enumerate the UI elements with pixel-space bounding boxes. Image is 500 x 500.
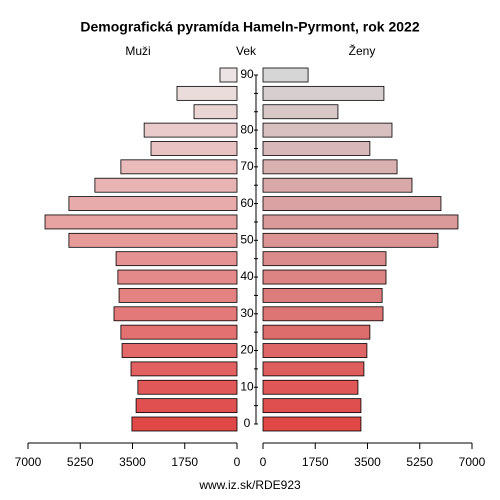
x-tick-label: 5250: [406, 455, 433, 469]
x-tick-label: 3500: [354, 455, 381, 469]
x-tick-label: 0: [234, 455, 241, 469]
x-tick-label: 1750: [302, 455, 329, 469]
bar: [262, 104, 339, 120]
y-tick-label: 10: [240, 379, 254, 393]
chart-title: Demografická pyramída Hameln-Pyrmont, ro…: [80, 19, 419, 35]
x-tick-label: 0: [260, 455, 267, 469]
bar: [68, 232, 238, 248]
y-tick-label: 0: [244, 416, 251, 430]
bar: [137, 379, 238, 395]
bar: [121, 343, 238, 358]
y-tick-label: 70: [240, 159, 254, 173]
bar: [262, 67, 309, 83]
y-tick-label: 50: [240, 232, 254, 246]
bar: [262, 269, 387, 285]
bar: [120, 324, 238, 340]
x-tick-label: 5250: [67, 455, 94, 469]
bar: [118, 288, 238, 303]
x-tick-label: 3500: [119, 455, 146, 469]
bar: [262, 288, 383, 303]
bar: [262, 416, 362, 432]
bar: [150, 141, 238, 156]
bar: [262, 324, 371, 340]
bar: [193, 104, 238, 120]
bar: [113, 306, 238, 322]
bar: [262, 251, 387, 267]
bar: [143, 122, 238, 138]
bar: [262, 122, 393, 138]
footer: www.iz.sk/RDE923: [198, 478, 301, 492]
bar: [262, 398, 362, 414]
y-tick-label: 20: [240, 343, 254, 357]
bar: [262, 141, 371, 156]
bar: [262, 306, 384, 322]
bar: [262, 343, 368, 358]
bar: [262, 196, 442, 211]
y-tick-label: 60: [240, 196, 254, 210]
y-tick-label: 80: [240, 122, 254, 136]
bar: [115, 251, 238, 267]
bar: [120, 159, 238, 175]
bar: [262, 85, 385, 101]
x-tick-label: 7000: [459, 455, 486, 469]
bar: [94, 177, 238, 193]
bar: [117, 269, 238, 285]
bar: [262, 177, 413, 193]
bar: [131, 416, 238, 432]
y-axis-label: Vek: [236, 44, 257, 58]
bar: [44, 214, 238, 230]
bar: [219, 67, 238, 83]
bar: [262, 361, 365, 377]
bar: [130, 361, 238, 377]
x-tick-label: 7000: [15, 455, 42, 469]
x-tick-label: 1750: [171, 455, 198, 469]
legend-label: Ženy: [349, 43, 376, 58]
bar: [262, 379, 359, 395]
bar: [262, 214, 459, 230]
bar: [68, 196, 238, 211]
bar: [262, 159, 398, 175]
bar: [135, 398, 238, 414]
bar: [176, 85, 238, 101]
y-tick-label: 40: [240, 269, 254, 283]
y-tick-label: 30: [240, 306, 254, 320]
legend-label: Muži: [125, 44, 150, 58]
bar: [262, 232, 439, 248]
y-tick-label: 90: [240, 67, 254, 81]
